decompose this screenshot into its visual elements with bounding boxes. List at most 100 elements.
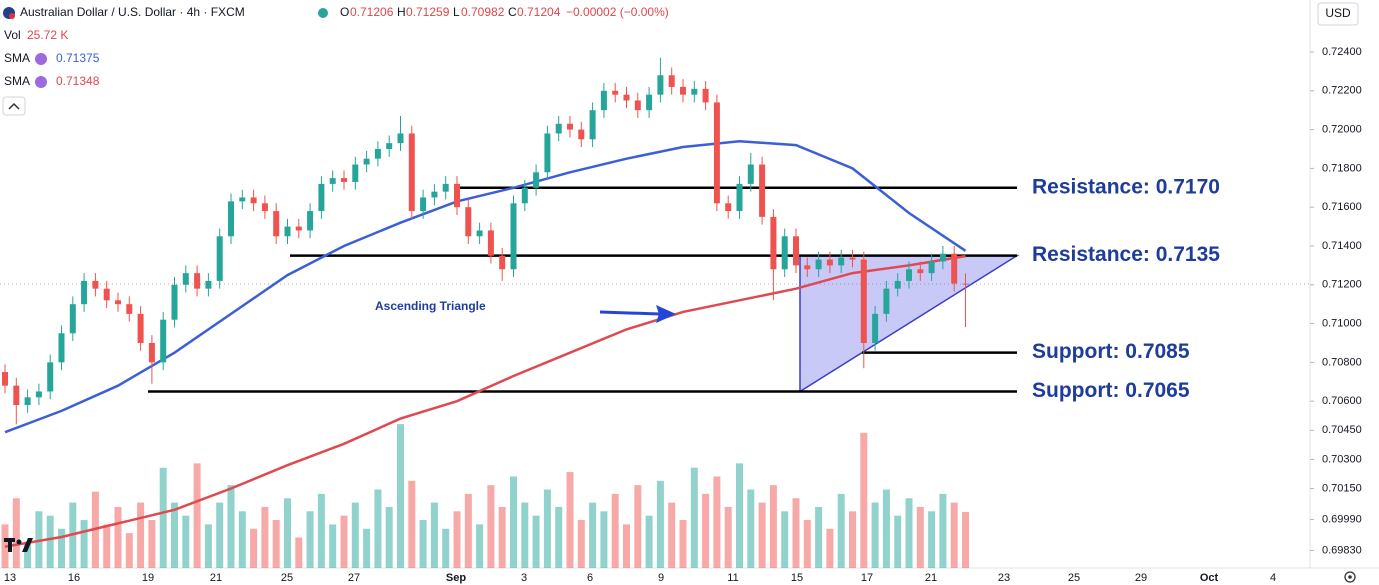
volume-bar: [532, 515, 540, 568]
volume-bar: [148, 520, 156, 568]
x-tick-label: 23: [998, 572, 1010, 584]
sma-icon[interactable]: [35, 53, 47, 65]
x-tick-label: 9: [658, 572, 664, 584]
volume-bar: [769, 485, 777, 568]
sma-value: 0.71348: [56, 74, 100, 88]
volume-bar: [171, 502, 178, 568]
candle-body: [261, 203, 268, 212]
volume-bar: [408, 480, 416, 568]
y-tick-label: 0.71000: [1322, 317, 1362, 329]
candle-body: [397, 133, 404, 144]
candle-body: [544, 133, 551, 173]
volume-bar: [476, 524, 484, 568]
candle-body: [894, 280, 901, 289]
x-tick-label: 4: [1270, 572, 1276, 584]
candle-body: [521, 187, 528, 204]
candle-body: [612, 90, 619, 95]
candle-body: [205, 280, 212, 289]
volume-bar: [566, 472, 574, 568]
candle-body: [793, 236, 799, 266]
candle-body: [194, 273, 201, 289]
currency: USD: [1325, 6, 1351, 20]
candle-body: [680, 86, 686, 95]
candle-body: [906, 269, 912, 281]
volume-bar: [849, 511, 856, 568]
volume-bar: [928, 511, 936, 568]
low-label: L: [453, 5, 460, 19]
candle-body: [148, 342, 155, 363]
candle-body: [171, 284, 178, 320]
x-tick-label: 17: [861, 572, 873, 584]
volume-bar: [962, 511, 969, 568]
candle-body: [228, 201, 234, 237]
volume-bar: [363, 528, 371, 568]
candle-body: [781, 236, 788, 270]
volume-bar: [634, 485, 642, 568]
volume-bar: [58, 528, 65, 568]
logo-part: [22, 538, 33, 552]
volume-bar: [758, 502, 766, 568]
high-label: H: [397, 5, 406, 19]
volume-bar: [950, 502, 958, 568]
collapse-icon: [8, 102, 20, 110]
candle-body: [329, 178, 336, 184]
candle-body: [646, 94, 653, 111]
volume-bar: [736, 463, 743, 568]
candle-body: [115, 300, 121, 305]
volume-bar: [894, 515, 902, 568]
axis-layer: 0.72400 0.72200 0.72000 0.71800 0.71600 0.714…: [4, 46, 1362, 584]
candle-body: [374, 148, 381, 159]
candle-body: [69, 304, 76, 334]
candle-body: [691, 88, 698, 95]
x-tick-label: 11: [727, 572, 738, 584]
volume-bar: [80, 520, 88, 568]
change: −0.00002 (−0.00%): [566, 5, 669, 19]
currency-button[interactable]: [1317, 2, 1359, 26]
y-tick-label: 0.72400: [1322, 46, 1362, 58]
logo: [4, 538, 33, 552]
settings-icon[interactable]: [1344, 571, 1356, 583]
volume-bar: [939, 493, 947, 568]
volume-bar: [871, 502, 879, 568]
candle-body: [510, 203, 517, 270]
candle-body: [567, 123, 573, 130]
y-tick-label: 0.70300: [1322, 453, 1362, 465]
candle-body: [736, 183, 743, 212]
candle-body: [137, 313, 144, 343]
volume-bar: [724, 506, 732, 568]
candle-body: [442, 183, 449, 192]
x-tick-label: Sep: [446, 572, 466, 584]
volume-bar: [803, 520, 811, 568]
x-tick-label: Oct: [1200, 572, 1219, 584]
candle-body: [499, 255, 506, 270]
sma-value: 0.71375: [56, 51, 100, 65]
y-tick-label: 0.70450: [1322, 424, 1362, 436]
volume-bar: [238, 511, 246, 568]
volume-bar: [137, 502, 145, 568]
volume-bar: [114, 506, 122, 568]
candle-body: [713, 102, 720, 204]
high-value: 0.71259: [406, 5, 450, 19]
x-tick-label: 27: [348, 572, 360, 584]
sma-name: SMA: [4, 74, 30, 88]
volume-bar: [340, 515, 348, 568]
volume-bar: [487, 485, 495, 568]
y-tick-label: 0.69830: [1322, 544, 1362, 556]
pattern-arrowhead: [656, 305, 676, 323]
sma-icon[interactable]: [35, 76, 47, 88]
volume-bar: [216, 502, 224, 568]
logo-part: [8, 538, 12, 552]
flag-icon: [9, 13, 15, 19]
y-tick-label: 0.72200: [1322, 85, 1362, 97]
collapse-button[interactable]: [2, 96, 26, 116]
candle-body: [341, 178, 347, 182]
candle-body: [589, 110, 596, 140]
volume-bar: [837, 493, 845, 568]
symbol: Australian Dollar / U.S. Dollar · 4h · F…: [20, 5, 245, 19]
candle-body: [939, 253, 946, 262]
candle-body: [13, 385, 20, 406]
candle-body: [928, 261, 935, 274]
candle-body: [826, 259, 833, 266]
volume-bar: [826, 528, 834, 568]
candle-body: [35, 391, 42, 398]
